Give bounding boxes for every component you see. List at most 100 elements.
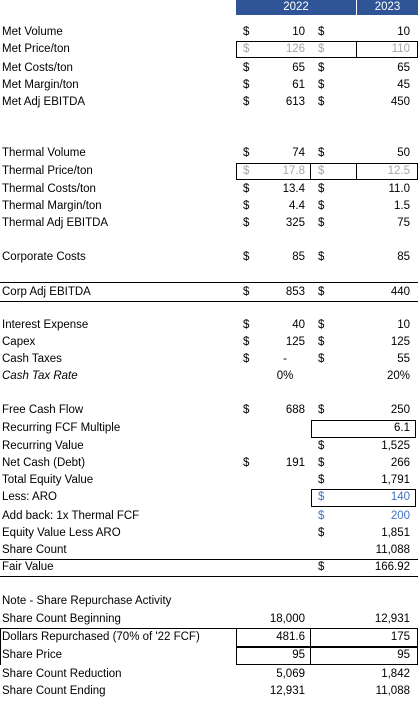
row-met-costs[interactable]: Met Costs/ton $ 65 $ 65 xyxy=(0,60,418,77)
row-equity-value-less-aro[interactable]: Equity Value Less ARO $ 1,851 xyxy=(0,525,418,542)
cell-2022[interactable]: 74 xyxy=(292,147,305,159)
cell-2023[interactable]: 200 xyxy=(390,510,410,522)
row-label: Recurring Value xyxy=(2,440,84,452)
row-recurring-fcf-multiple[interactable]: Recurring FCF Multiple 6.1 xyxy=(0,420,418,437)
cell-2023[interactable]: 20% xyxy=(386,370,410,382)
row-less-aro[interactable]: Less: ARO $ 140 xyxy=(0,489,418,506)
row-met-margin[interactable]: Met Margin/ton $ 61 $ 45 xyxy=(0,77,418,94)
cell-2022[interactable]: 18,000 xyxy=(269,613,305,625)
cell-2023[interactable]: 65 xyxy=(397,62,410,74)
cell-2022[interactable]: 65 xyxy=(292,62,305,74)
cell-2022[interactable]: 5,069 xyxy=(276,668,305,680)
total-border-bottom xyxy=(0,301,418,302)
row-capex[interactable]: Capex $ 125 $ 125 xyxy=(0,334,418,351)
currency-symbol: $ xyxy=(243,319,250,331)
cell-2023[interactable]: 125 xyxy=(390,336,410,348)
row-add-back-thermal-fcf[interactable]: Add back: 1x Thermal FCF $ 200 xyxy=(0,508,418,525)
cell-2022[interactable]: 126 xyxy=(285,43,305,55)
cell-2022[interactable]: 13.4 xyxy=(282,183,305,195)
cell-2022[interactable]: 613 xyxy=(285,96,305,108)
cell-2023[interactable]: 95 xyxy=(397,649,410,661)
row-share-count[interactable]: Share Count 11,088 xyxy=(0,542,418,559)
row-thermal-costs[interactable]: Thermal Costs/ton $ 13.4 $ 11.0 xyxy=(0,181,418,198)
cell-2023[interactable]: 11,088 xyxy=(375,685,410,697)
cell-2023[interactable]: 1,791 xyxy=(381,474,410,486)
cell-2023[interactable]: 450 xyxy=(390,96,410,108)
cell-2023[interactable]: 110 xyxy=(391,43,410,55)
cell-divider xyxy=(310,163,311,180)
row-thermal-volume[interactable]: Thermal Volume $ 74 $ 50 xyxy=(0,145,418,162)
cell-2022[interactable]: 125 xyxy=(285,336,305,348)
cell-2023[interactable]: 166.92 xyxy=(374,561,410,573)
cell-2023[interactable]: 440 xyxy=(390,286,410,298)
row-share-count-beginning[interactable]: Share Count Beginning 18,000 12,931 xyxy=(0,611,418,628)
cell-2023[interactable]: 6.1 xyxy=(394,422,410,434)
cell-2022[interactable]: 40 xyxy=(292,319,305,331)
row-met-price[interactable]: Met Price/ton $ 126 $ 110 xyxy=(0,41,418,58)
cell-2023[interactable]: 250 xyxy=(390,404,410,416)
cell-2023[interactable]: 10 xyxy=(397,26,410,38)
cell-2023[interactable]: 50 xyxy=(397,147,410,159)
currency-symbol: $ xyxy=(243,79,250,91)
cell-2023[interactable]: 266 xyxy=(390,457,410,469)
currency-symbol: $ xyxy=(318,165,325,177)
row-thermal-margin[interactable]: Thermal Margin/ton $ 4.4 $ 1.5 xyxy=(0,198,418,215)
row-interest-expense[interactable]: Interest Expense $ 40 $ 10 xyxy=(0,317,418,334)
cell-2023[interactable]: 45 xyxy=(397,79,410,91)
cell-2023[interactable]: 1.5 xyxy=(394,200,410,212)
cell-2023[interactable]: 75 xyxy=(397,217,410,229)
cell-2022[interactable]: 191 xyxy=(285,457,305,469)
cell-2022[interactable]: 4.4 xyxy=(289,200,305,212)
cell-2023[interactable]: 85 xyxy=(397,251,410,263)
cell-2023[interactable]: 1,842 xyxy=(381,668,410,680)
cell-2023[interactable]: 10 xyxy=(397,319,410,331)
row-met-volume[interactable]: Met Volume $ 10 $ 10 xyxy=(0,24,418,41)
column-header-2023[interactable]: 2023 xyxy=(357,0,418,15)
cell-2022[interactable]: 61 xyxy=(292,79,305,91)
cell-2022[interactable]: 688 xyxy=(285,404,305,416)
row-net-cash-debt[interactable]: Net Cash (Debt) $ 191 $ 266 xyxy=(0,455,418,472)
currency-symbol: $ xyxy=(318,510,325,522)
row-fair-value[interactable]: Fair Value $ 166.92 xyxy=(0,559,418,576)
cell-2023[interactable]: 12.5 xyxy=(387,165,410,177)
cell-2022[interactable]: 853 xyxy=(285,286,305,298)
cell-2022[interactable]: 10 xyxy=(292,26,305,38)
cell-2023[interactable]: 1,525 xyxy=(381,440,410,452)
row-share-count-ending[interactable]: Share Count Ending 12,931 11,088 xyxy=(0,683,418,700)
cell-2022[interactable]: 0% xyxy=(276,370,294,382)
row-cash-taxes[interactable]: Cash Taxes $ - $ 55 xyxy=(0,351,418,368)
row-thermal-ebitda[interactable]: Thermal Adj EBITDA $ 325 $ 75 xyxy=(0,215,418,232)
row-cash-tax-rate[interactable]: Cash Tax Rate 0% 20% xyxy=(0,368,418,385)
cell-2022[interactable]: 17.8 xyxy=(282,165,305,177)
cell-2023[interactable]: 55 xyxy=(397,353,410,365)
cell-2023[interactable]: 11,088 xyxy=(375,544,410,556)
cell-2023[interactable]: 175 xyxy=(390,631,410,643)
row-note-share-repurchase[interactable]: Note - Share Repurchase Activity xyxy=(0,593,418,610)
row-thermal-price[interactable]: Thermal Price/ton $ 17.8 $ 12.5 xyxy=(0,163,418,180)
row-corporate-costs[interactable]: Corporate Costs $ 85 $ 85 xyxy=(0,249,418,266)
cell-2022[interactable]: 12,931 xyxy=(269,685,305,697)
currency-symbol: $ xyxy=(318,319,325,331)
column-header-2022[interactable]: 2022 xyxy=(236,0,356,15)
cell-2022[interactable]: - xyxy=(283,353,287,365)
row-total-equity-value[interactable]: Total Equity Value $ 1,791 xyxy=(0,472,418,489)
cell-2023[interactable]: 140 xyxy=(390,491,410,503)
cell-2023[interactable]: 1,851 xyxy=(381,527,410,539)
cell-2022[interactable]: 95 xyxy=(292,649,305,661)
thermal-price-input-box xyxy=(236,163,418,180)
row-free-cash-flow[interactable]: Free Cash Flow $ 688 $ 250 xyxy=(0,402,418,419)
row-met-ebitda[interactable]: Met Adj EBITDA $ 613 $ 450 xyxy=(0,94,418,111)
cell-2022[interactable]: 85 xyxy=(292,251,305,263)
row-dollars-repurchased[interactable]: Dollars Repurchased (70% of '22 FCF) 481… xyxy=(0,629,418,646)
cell-2023[interactable]: 11.0 xyxy=(388,183,410,195)
cell-2023[interactable]: 12,931 xyxy=(374,613,410,625)
row-corp-adj-ebitda[interactable]: Corp Adj EBITDA $ 853 $ 440 xyxy=(0,284,418,301)
row-recurring-value[interactable]: Recurring Value $ 1,525 xyxy=(0,438,418,455)
share-price-input-box xyxy=(236,647,418,665)
currency-symbol: $ xyxy=(243,286,250,298)
currency-symbol: $ xyxy=(318,251,325,263)
cell-2022[interactable]: 325 xyxy=(285,217,305,229)
row-share-price[interactable]: Share Price 95 95 xyxy=(0,647,418,664)
row-share-count-reduction[interactable]: Share Count Reduction 5,069 1,842 xyxy=(0,666,418,683)
cell-2022[interactable]: 481.6 xyxy=(276,631,305,643)
